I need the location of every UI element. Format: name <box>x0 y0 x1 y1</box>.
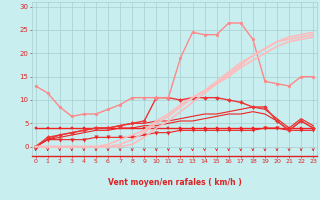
X-axis label: Vent moyen/en rafales ( km/h ): Vent moyen/en rafales ( km/h ) <box>108 178 241 187</box>
